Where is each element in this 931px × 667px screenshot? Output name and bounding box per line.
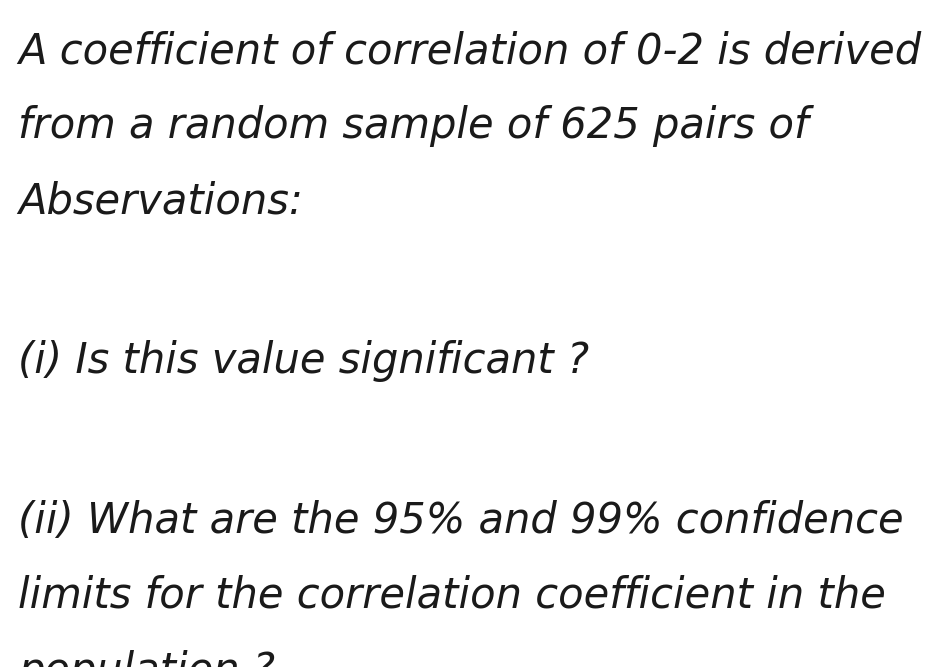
Text: population ?: population ? xyxy=(18,650,275,667)
Text: limits for the correlation coefficient in the: limits for the correlation coefficient i… xyxy=(18,575,886,617)
Text: (i) Is this value significant ?: (i) Is this value significant ? xyxy=(18,340,589,382)
Text: A coefficient of correlation of 0-2 is derived: A coefficient of correlation of 0-2 is d… xyxy=(18,30,921,72)
Text: Abservations:: Abservations: xyxy=(18,180,303,222)
Text: from a random sample of 625 pairs of: from a random sample of 625 pairs of xyxy=(18,105,809,147)
Text: (ii) What are the 95% and 99% confidence: (ii) What are the 95% and 99% confidence xyxy=(18,500,904,542)
